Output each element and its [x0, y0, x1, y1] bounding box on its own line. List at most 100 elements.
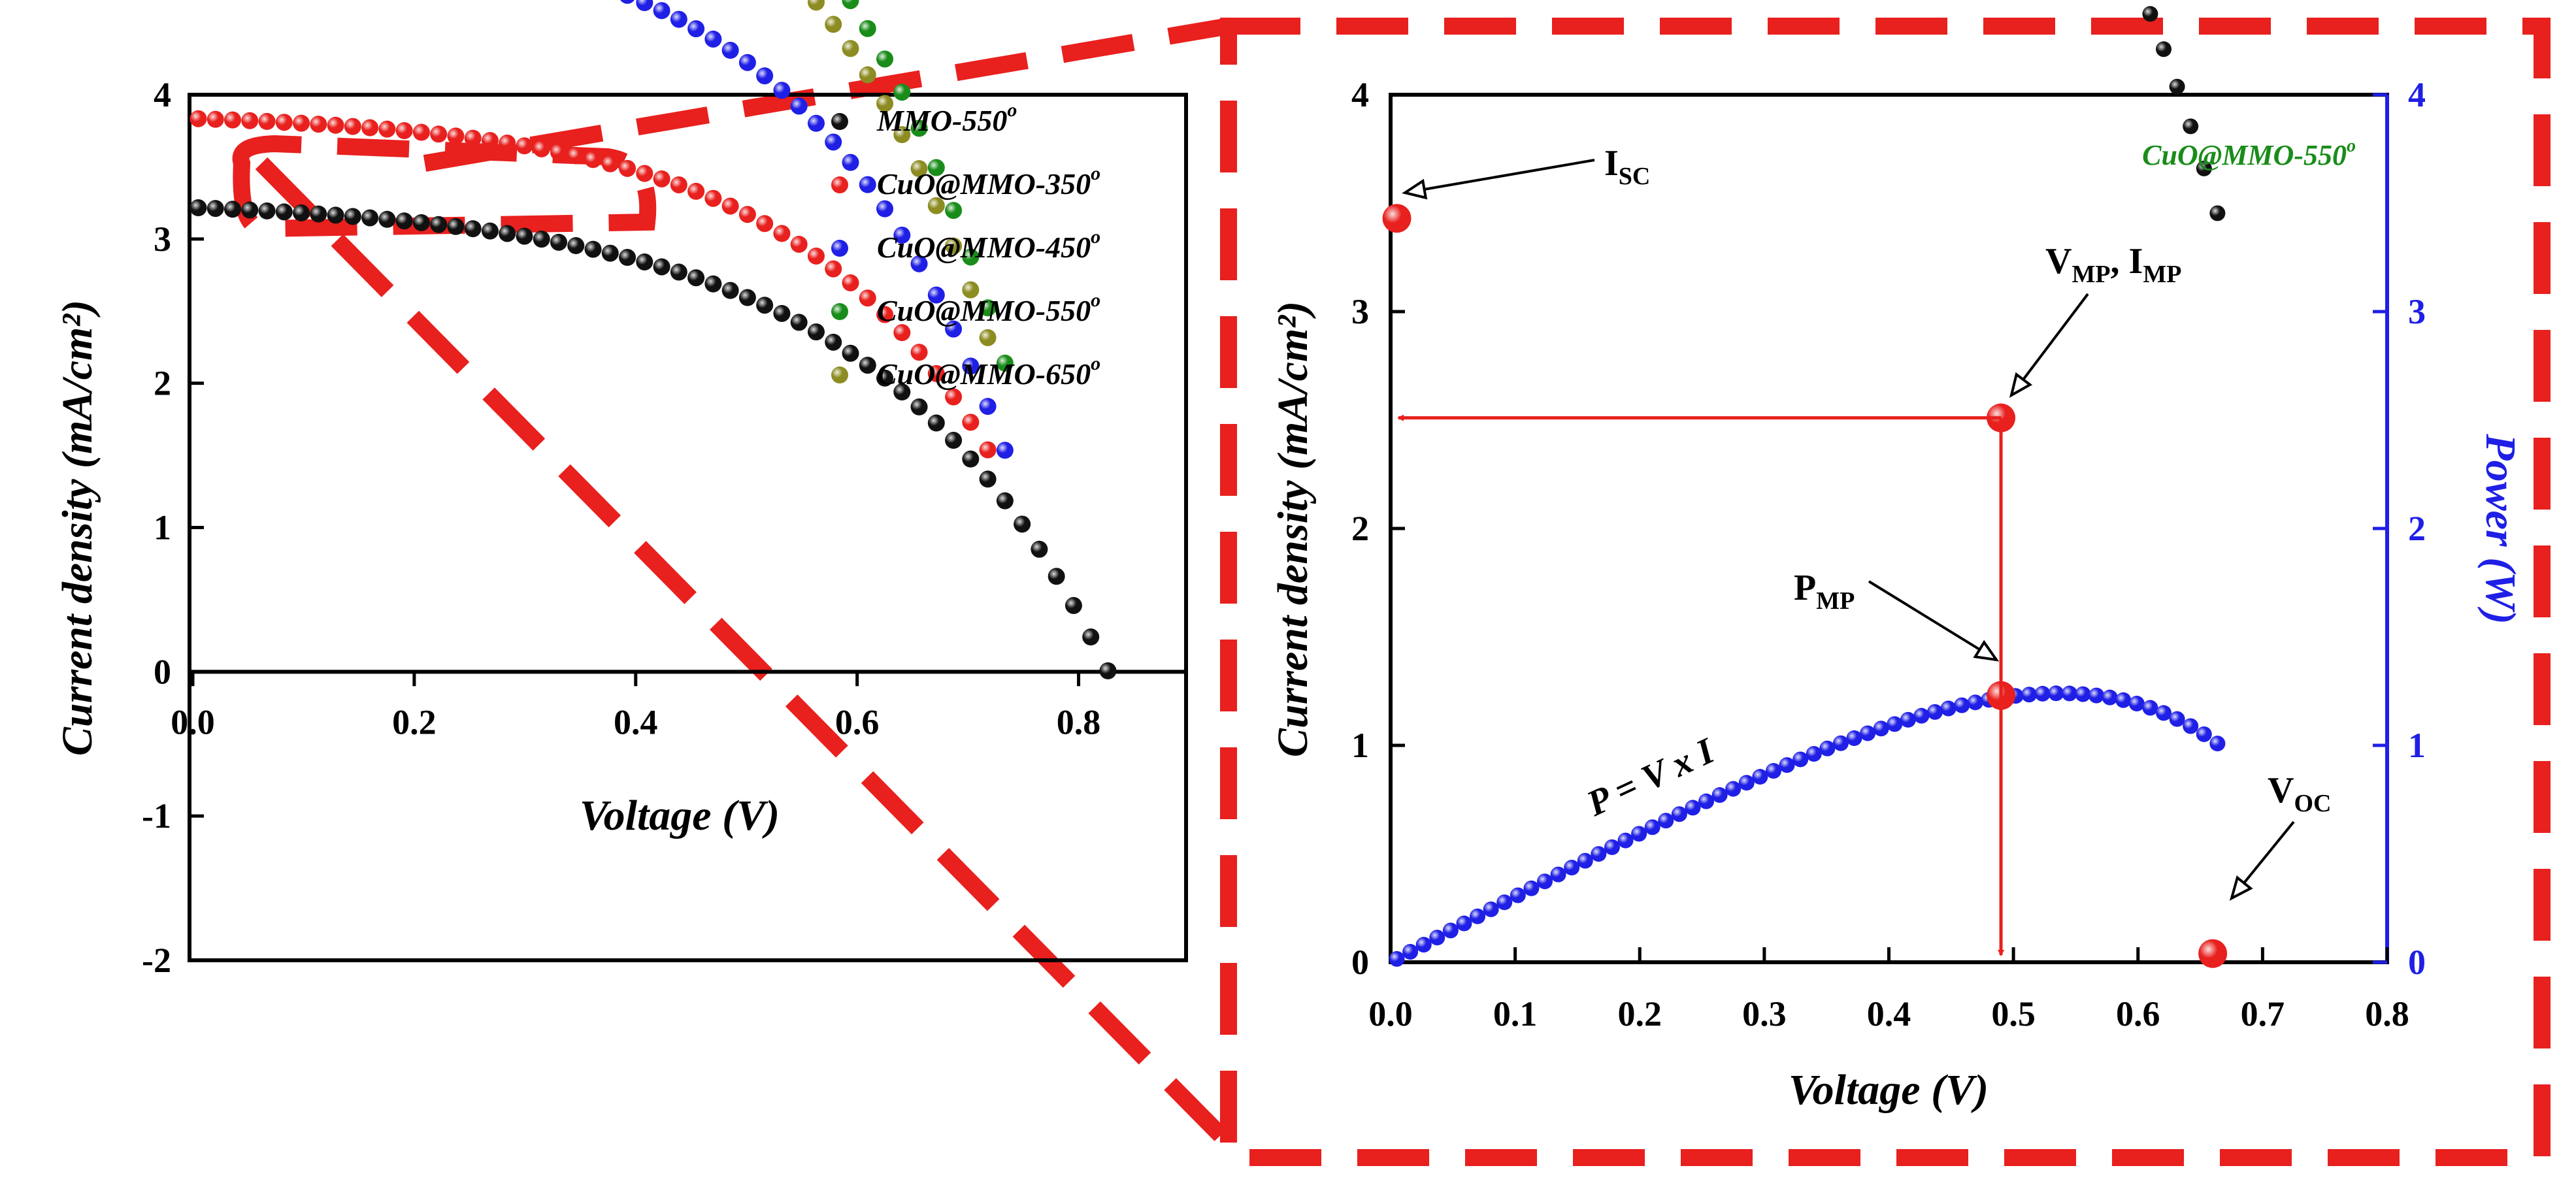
left-point-shine — [378, 120, 396, 138]
power-point-shine — [1470, 908, 1486, 924]
left-point-shine — [825, 260, 842, 278]
isc-label: ISC — [1604, 143, 1650, 190]
left-point-shine — [876, 200, 894, 218]
left-point-shine — [773, 225, 791, 242]
power-point-shine — [1806, 745, 1822, 762]
left-point-shine — [601, 244, 619, 262]
current-point-shine — [2169, 78, 2185, 95]
left-point-shine — [499, 135, 516, 152]
right-y2-tick-label: 2 — [2408, 509, 2426, 548]
power-point-shine — [1402, 944, 1419, 960]
right-x-tick-label: 0.8 — [2365, 994, 2409, 1033]
right-series — [1389, 6, 2226, 967]
left-point-shine — [773, 82, 791, 99]
sample-title: CuO@MMO-550o — [2142, 136, 2356, 171]
power-point-shine — [2102, 689, 2118, 706]
left-y-tick-label: -1 — [142, 796, 171, 836]
power-point-shine — [1604, 839, 1620, 855]
left-point-shine — [327, 206, 344, 224]
right-y-tick-label: 0 — [1351, 943, 1369, 982]
left-point-shine — [842, 154, 859, 171]
left-point-shine — [653, 258, 670, 276]
left-point-shine — [945, 388, 963, 406]
left-point-shine — [807, 323, 825, 341]
left-point-shine — [910, 160, 928, 178]
power-point-shine — [2089, 687, 2105, 704]
left-point-shine — [206, 200, 224, 218]
left-point-shine — [310, 116, 327, 133]
left-point-shine — [293, 114, 310, 132]
right-y-tick-label: 3 — [1351, 292, 1369, 331]
power-point-shine — [1698, 793, 1715, 809]
left-y-tick-label: 2 — [154, 364, 171, 403]
legend-marker-0-shine — [831, 113, 848, 130]
legend-marker-4-shine — [831, 366, 848, 383]
left-point-shine — [962, 281, 980, 299]
left-point-shine — [378, 210, 396, 228]
power-point-shine — [1456, 915, 1472, 932]
left-x-tick-label: 0.0 — [171, 702, 215, 741]
left-series-4 — [807, 0, 997, 346]
left-point-shine — [653, 2, 670, 20]
left-point-shine — [447, 218, 465, 235]
left-point-shine — [687, 20, 705, 38]
power-point-shine — [1591, 846, 1607, 862]
current-point-shine — [2156, 41, 2172, 57]
left-y-axis-label: Current density (mA/cm²) — [54, 300, 101, 756]
left-point-shine — [636, 253, 653, 270]
legend-label-3: CuO@MMO-550o — [877, 289, 1100, 327]
power-point-shine — [2115, 692, 2132, 708]
isc-arrow — [1402, 159, 1595, 200]
left-point-shine — [979, 398, 997, 415]
left-point-shine — [258, 112, 276, 130]
right-x-axis-label: Voltage (V) — [1789, 1066, 1989, 1114]
left-point-shine — [756, 67, 774, 85]
left-point-shine — [327, 116, 344, 134]
right-x-tick-label: 0.7 — [2241, 994, 2285, 1033]
left-point-shine — [704, 30, 722, 48]
right-ticks: 0.0 0.1 0.2 0.3 0.4 0.5 0.6 0.7 0.8 4 3 2 1 0 4 3 2 1 0 — [1351, 75, 2426, 1033]
current-point-shine — [2142, 6, 2158, 22]
left-point-shine — [275, 203, 293, 221]
left-point-shine — [310, 205, 327, 223]
left-point-shine — [670, 10, 687, 28]
power-point-shine — [1644, 819, 1660, 836]
legend-marker-1-shine — [831, 176, 848, 193]
left-x-tick-label: 0.8 — [1057, 702, 1101, 741]
left-point-shine — [927, 286, 945, 304]
power-point-shine — [1617, 832, 1634, 849]
power-point-shine — [1873, 721, 1889, 737]
power-point-shine — [1792, 751, 1809, 768]
left-point-shine — [910, 255, 928, 272]
left-point-shine — [893, 324, 911, 342]
left-point-shine — [241, 112, 259, 129]
left-point-shine — [190, 110, 207, 127]
left-point-shine — [927, 365, 945, 382]
left-point-shine — [1065, 596, 1082, 614]
left-point-shine — [670, 176, 687, 193]
left-point-shine — [533, 140, 550, 157]
legend-label-2: CuO@MMO-450o — [877, 226, 1100, 264]
power-point-shine — [1577, 853, 1593, 869]
left-point-shine — [721, 197, 739, 215]
left-point-shine — [584, 240, 602, 258]
voc-arrow — [2229, 820, 2295, 901]
zoom-line-top — [423, 18, 1230, 172]
left-point-shine — [464, 129, 482, 147]
power-point-shine — [1887, 716, 1903, 732]
left-y-tick-label: -2 — [142, 941, 171, 980]
left-point-shine — [636, 165, 653, 182]
right-x-tick-label: 0.1 — [1493, 994, 1538, 1033]
left-series-1 — [190, 110, 997, 459]
power-point-shine — [1927, 704, 1943, 720]
left-point-shine — [1082, 628, 1100, 646]
left-point-shine — [619, 159, 636, 177]
left-series-0 — [190, 199, 1117, 679]
left-series-3 — [842, 0, 1014, 372]
left-point-shine — [258, 202, 276, 219]
left-series-2 — [620, 0, 1014, 459]
left-point-shine — [876, 369, 894, 387]
power-point-shine — [2075, 686, 2091, 702]
left-point-shine — [876, 50, 894, 68]
